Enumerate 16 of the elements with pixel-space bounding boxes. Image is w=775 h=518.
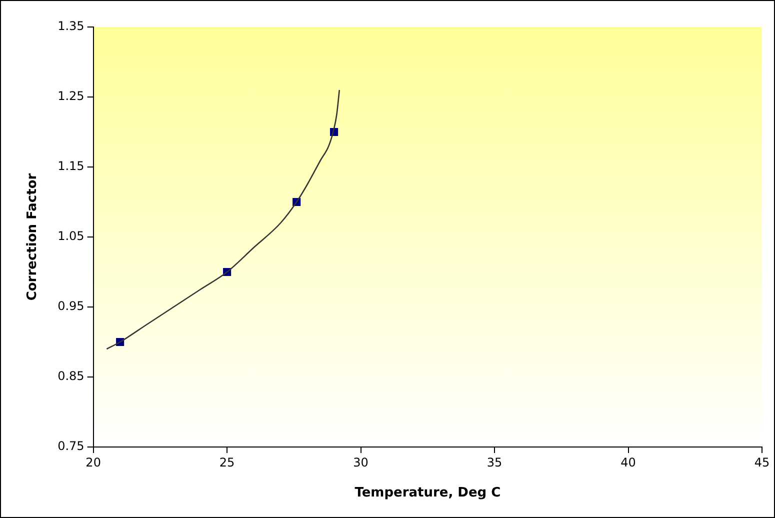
x-tick-label: 45 bbox=[754, 455, 770, 470]
x-tick-label: 30 bbox=[353, 455, 368, 470]
x-tick-label: 20 bbox=[86, 455, 101, 470]
x-tick-label: 25 bbox=[219, 455, 235, 470]
y-tick-label: 1.15 bbox=[58, 159, 84, 174]
line-series bbox=[106, 89, 340, 350]
x-tick-label: 35 bbox=[486, 455, 502, 470]
y-tick-label: 1.35 bbox=[58, 19, 84, 34]
y-tick-label: 1.25 bbox=[58, 89, 84, 104]
x-tick-label: 40 bbox=[620, 455, 636, 470]
y-axis-title: Correction Factor bbox=[25, 172, 40, 301]
y-tick-label: 0.95 bbox=[58, 299, 84, 314]
y-tick-label: 0.75 bbox=[58, 439, 84, 454]
y-tick-label: 0.85 bbox=[58, 369, 84, 384]
y-tick-label: 1.05 bbox=[58, 229, 84, 244]
x-axis-title: Temperature, Deg C bbox=[354, 486, 501, 501]
